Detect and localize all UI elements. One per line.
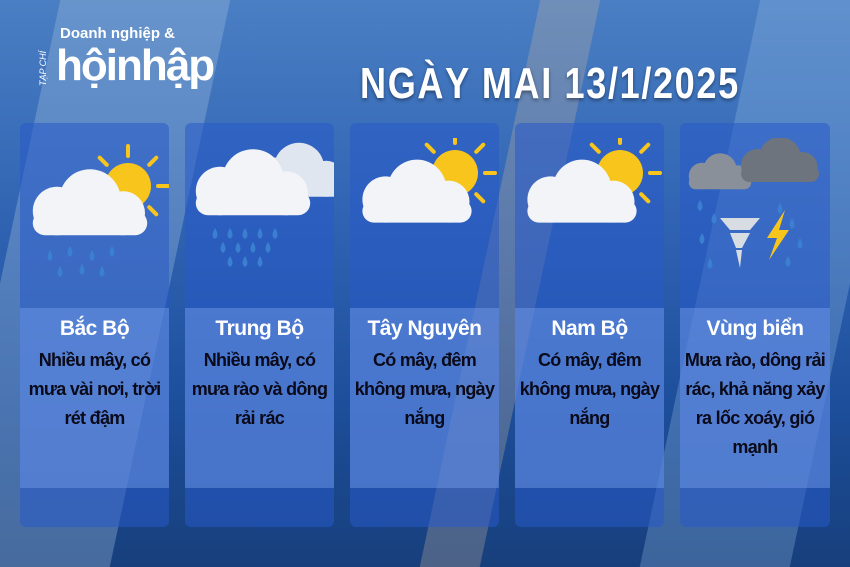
- sun-cloud-icon: [362, 138, 497, 223]
- region-card: Vùng biển Mưa rào, dông rải rác, khả năn…: [680, 123, 830, 527]
- region-name: Tây Nguyên: [367, 317, 482, 340]
- region-forecast: Nhiều mây, có mưa rào và dông rải rác: [191, 350, 328, 428]
- logo-tagline: Doanh nghiệp &: [60, 25, 175, 42]
- sun-cloud-icon: [527, 138, 662, 223]
- region-card: Bắc Bộ Nhiều mây, có mưa vài nơi, trời r…: [20, 123, 169, 527]
- logo-name: hộinhập: [56, 41, 215, 90]
- region-text: Bắc Bộ Nhiều mây, có mưa vài nơi, trời r…: [20, 308, 169, 488]
- logo: TẠP CHÍ Doanh nghiệp & hộinhập: [38, 25, 240, 90]
- region-text: Vùng biển Mưa rào, dông rải rác, khả năn…: [680, 308, 830, 488]
- cloud-heavy-rain-icon: [195, 142, 334, 267]
- region-card: Nam Bộ Có mây, đêm không mưa, ngày nắng: [515, 123, 664, 527]
- region-forecast: Mưa rào, dông rải rác, khả năng xảy ra l…: [684, 350, 826, 457]
- sun-cloud-rain-icon: [32, 144, 169, 277]
- storm-tornado-icon: [688, 138, 819, 269]
- region-forecast: Có mây, đêm không mưa, ngày nắng: [519, 350, 660, 428]
- page-title: NGÀY MAI 13/1/2025: [360, 59, 740, 108]
- region-text: Trung Bộ Nhiều mây, có mưa rào và dông r…: [185, 308, 334, 488]
- region-forecast: Có mây, đêm không mưa, ngày nắng: [354, 350, 495, 428]
- region-card: Tây Nguyên Có mây, đêm không mưa, ngày n…: [350, 123, 499, 527]
- region-forecast: Nhiều mây, có mưa vài nơi, trời rét đậm: [28, 350, 161, 428]
- logo-prefix: TẠP CHÍ: [38, 50, 48, 86]
- region-name: Vùng biển: [706, 317, 805, 340]
- region-text: Tây Nguyên Có mây, đêm không mưa, ngày n…: [350, 308, 499, 488]
- region-name: Bắc Bộ: [59, 317, 130, 340]
- region-name: Trung Bộ: [215, 317, 304, 340]
- region-text: Nam Bộ Có mây, đêm không mưa, ngày nắng: [515, 308, 664, 488]
- region-name: Nam Bộ: [551, 317, 628, 340]
- region-card: Trung Bộ Nhiều mây, có mưa rào và dông r…: [185, 123, 334, 527]
